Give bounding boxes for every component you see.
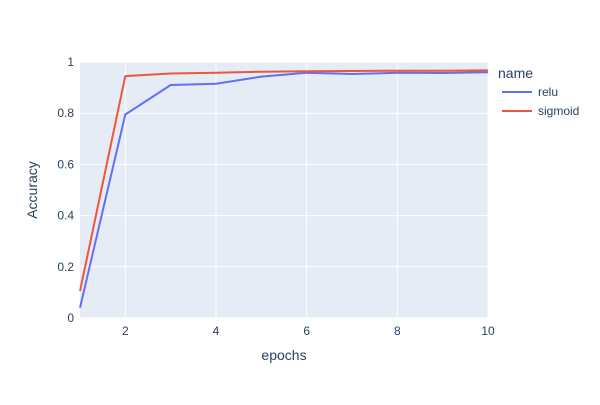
x-tick-label: 10 [481,324,495,338]
y-tick-label: 1 [67,55,74,69]
y-tick-label: 0 [67,311,74,325]
legend: name relu sigmoid [498,65,579,118]
series-line-sigmoid [79,69,489,292]
series-line-relu [79,71,489,309]
grid [80,61,489,319]
y-tick-label: 0.4 [57,209,74,223]
x-axis-ticks: 2 4 6 8 10 [122,324,495,338]
legend-label-relu: relu [538,85,558,99]
legend-title: name [498,65,533,81]
y-axis-ticks: 0 0.2 0.4 0.6 0.8 1 [57,55,74,325]
x-tick-label: 8 [394,324,401,338]
x-axis-label: epochs [261,347,306,363]
legend-items: relu sigmoid [502,85,579,118]
y-axis-label: Accuracy [24,161,40,219]
y-tick-label: 0.6 [57,157,74,171]
legend-label-sigmoid: sigmoid [538,104,579,118]
x-tick-label: 6 [303,324,310,338]
y-tick-label: 0.2 [57,260,74,274]
series-layer [79,69,489,309]
plot-background [80,62,488,318]
x-tick-label: 2 [122,324,129,338]
y-tick-label: 0.8 [57,106,74,120]
x-tick-label: 4 [213,324,220,338]
